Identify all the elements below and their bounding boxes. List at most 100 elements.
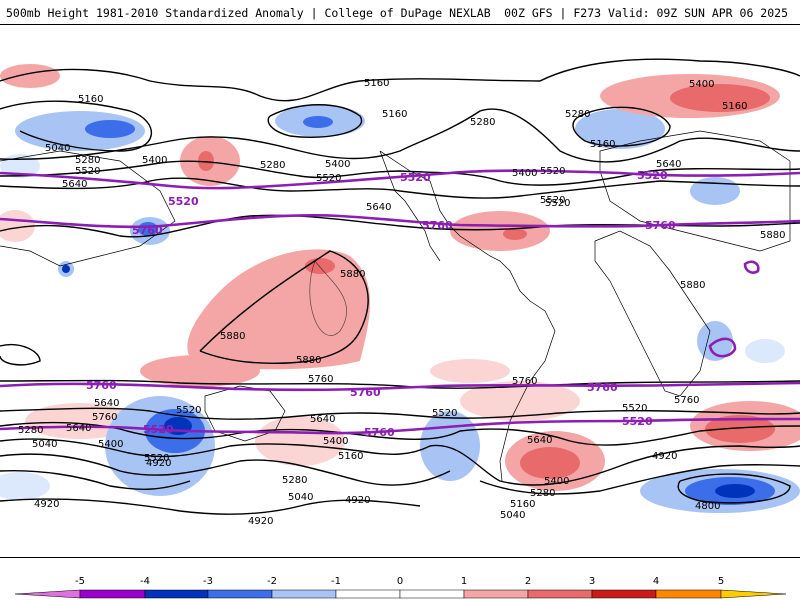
colorbar-segment: [463, 589, 529, 599]
colorbar-segment: [271, 589, 337, 599]
highlight-label: 5520: [400, 171, 431, 184]
contour-label: 5880: [680, 280, 705, 291]
colorbar-tick: 2: [525, 576, 531, 587]
colorbar-tick: 4: [653, 576, 659, 587]
colorbar-segment: [720, 589, 787, 599]
colorbar-tick: -1: [331, 576, 341, 587]
highlight-contours: [0, 169, 800, 435]
contour-label: 4920: [652, 451, 677, 462]
colorbar-tick: -3: [203, 576, 213, 587]
highlight-contour-labels: 5520 5760 5520 5760 5520 5760 5760 5520 …: [86, 169, 676, 439]
contour-label: 5520: [622, 403, 647, 414]
highlight-label: 5520: [168, 195, 199, 208]
contour-label: 5400: [323, 436, 348, 447]
contour-label: 5520: [75, 166, 100, 177]
contour-label: 5520: [432, 408, 457, 419]
highlight-label: 5760: [86, 379, 117, 392]
colorbar-segments: [14, 589, 787, 599]
highlight-label: 5760: [364, 426, 395, 439]
contour-label: 5880: [340, 269, 365, 280]
contour-label: 4920: [146, 458, 171, 469]
contour-label: 4800: [695, 501, 720, 512]
contour-label: 5640: [62, 179, 87, 190]
contour-label: 5640: [656, 159, 681, 170]
contour-label: 5400: [689, 79, 714, 90]
contour-label: 5880: [760, 230, 785, 241]
colorbar-segment: [79, 589, 146, 599]
colorbar-tick: 5: [718, 576, 724, 587]
colorbar-segment: [335, 589, 401, 599]
contour-label: 5280: [260, 160, 285, 171]
contour-label: 5880: [220, 331, 245, 342]
contour-label: 5280: [282, 475, 307, 486]
contour-label: 5040: [32, 439, 57, 450]
contour-label: 4920: [248, 516, 273, 527]
colorbar-tick: -4: [140, 576, 150, 587]
chart-title: 500mb Height 1981-2010 Standardized Anom…: [6, 6, 491, 20]
contour-label: 5160: [364, 78, 389, 89]
contour-label: 5040: [500, 510, 525, 521]
colorbar-segment: [527, 589, 593, 599]
contour-label: 5400: [325, 159, 350, 170]
contour-label: 5640: [366, 202, 391, 213]
contour-label: 5160: [78, 94, 103, 105]
height-contours: [0, 58, 800, 515]
colorbar-tick: -2: [267, 576, 277, 587]
contour-label: 5760: [92, 412, 117, 423]
contour-labels: 5160 5160 5160 5040 5280 5520 5640 5400 …: [18, 78, 785, 527]
contour-label: 4920: [345, 495, 370, 506]
contour-label: 5280: [75, 155, 100, 166]
contour-label: 5760: [308, 374, 333, 385]
map-frame: 5160 5160 5160 5040 5280 5520 5640 5400 …: [0, 24, 800, 558]
highlight-label: 5760: [645, 219, 676, 232]
colorbar-segment: [14, 589, 81, 599]
highlight-label: 5520: [143, 423, 174, 436]
contour-label: 5160: [510, 499, 535, 510]
contour-label: 4920: [34, 499, 59, 510]
colorbar-tick: 1: [461, 576, 467, 587]
contour-label: 5280: [470, 117, 495, 128]
highlight-label: 5760: [350, 386, 381, 399]
contour-label: 5520: [144, 453, 169, 464]
contour-label: 5160: [590, 139, 615, 150]
anomaly-map: 5160 5160 5160 5040 5280 5520 5640 5400 …: [0, 58, 800, 527]
highlight-label: 5520: [622, 415, 653, 428]
colorbar-segment: [591, 589, 657, 599]
contour-label: 5640: [94, 398, 119, 409]
colorbar-tick-labels: -5 -4 -3 -2 -1 0 1 2 3 4 5: [75, 576, 724, 587]
contour-label: 5160: [338, 451, 363, 462]
contour-label: 5640: [310, 414, 335, 425]
contour-label: 5400: [512, 168, 537, 179]
contour-label: 5160: [382, 109, 407, 120]
contour-label: 5520: [540, 166, 565, 177]
anomaly-shading: [0, 64, 800, 513]
contour-label: 5880: [296, 355, 321, 366]
colorbar-segment: [655, 589, 722, 599]
contour-label: 5640: [527, 435, 552, 446]
contour-label: 5400: [98, 439, 123, 450]
contour-label: 5520: [316, 173, 341, 184]
highlight-label: 5520: [637, 169, 668, 182]
coastlines: [0, 130, 791, 482]
contour-label: 5160: [722, 101, 747, 112]
contour-label: 5640: [66, 423, 91, 434]
anomaly-colorbar: -5 -4 -3 -2 -1 0 1 2 3 4 5: [14, 576, 787, 599]
colorbar-tick: 0: [397, 576, 403, 587]
contour-label: 5040: [288, 492, 313, 503]
contour-label: 5520: [176, 405, 201, 416]
contour-label: 5520: [540, 195, 565, 206]
contour-label: 5520: [545, 198, 570, 209]
highlight-label: 5760: [422, 219, 453, 232]
contour-label: 5040: [45, 143, 70, 154]
colorbar-segment: [399, 589, 465, 599]
contour-label: 5280: [530, 488, 555, 499]
colorbar-segment: [207, 589, 273, 599]
model-run-info: 00Z GFS | F273 Valid: 09Z SUN APR 06 202…: [504, 6, 788, 20]
highlight-label: 5760: [132, 224, 163, 237]
colorbar-tick: -5: [75, 576, 85, 587]
contour-label: 5760: [674, 395, 699, 406]
contour-label: 5400: [544, 476, 569, 487]
contour-label: 5400: [142, 155, 167, 166]
colorbar-segment: [144, 589, 209, 599]
contour-label: 5760: [512, 376, 537, 387]
